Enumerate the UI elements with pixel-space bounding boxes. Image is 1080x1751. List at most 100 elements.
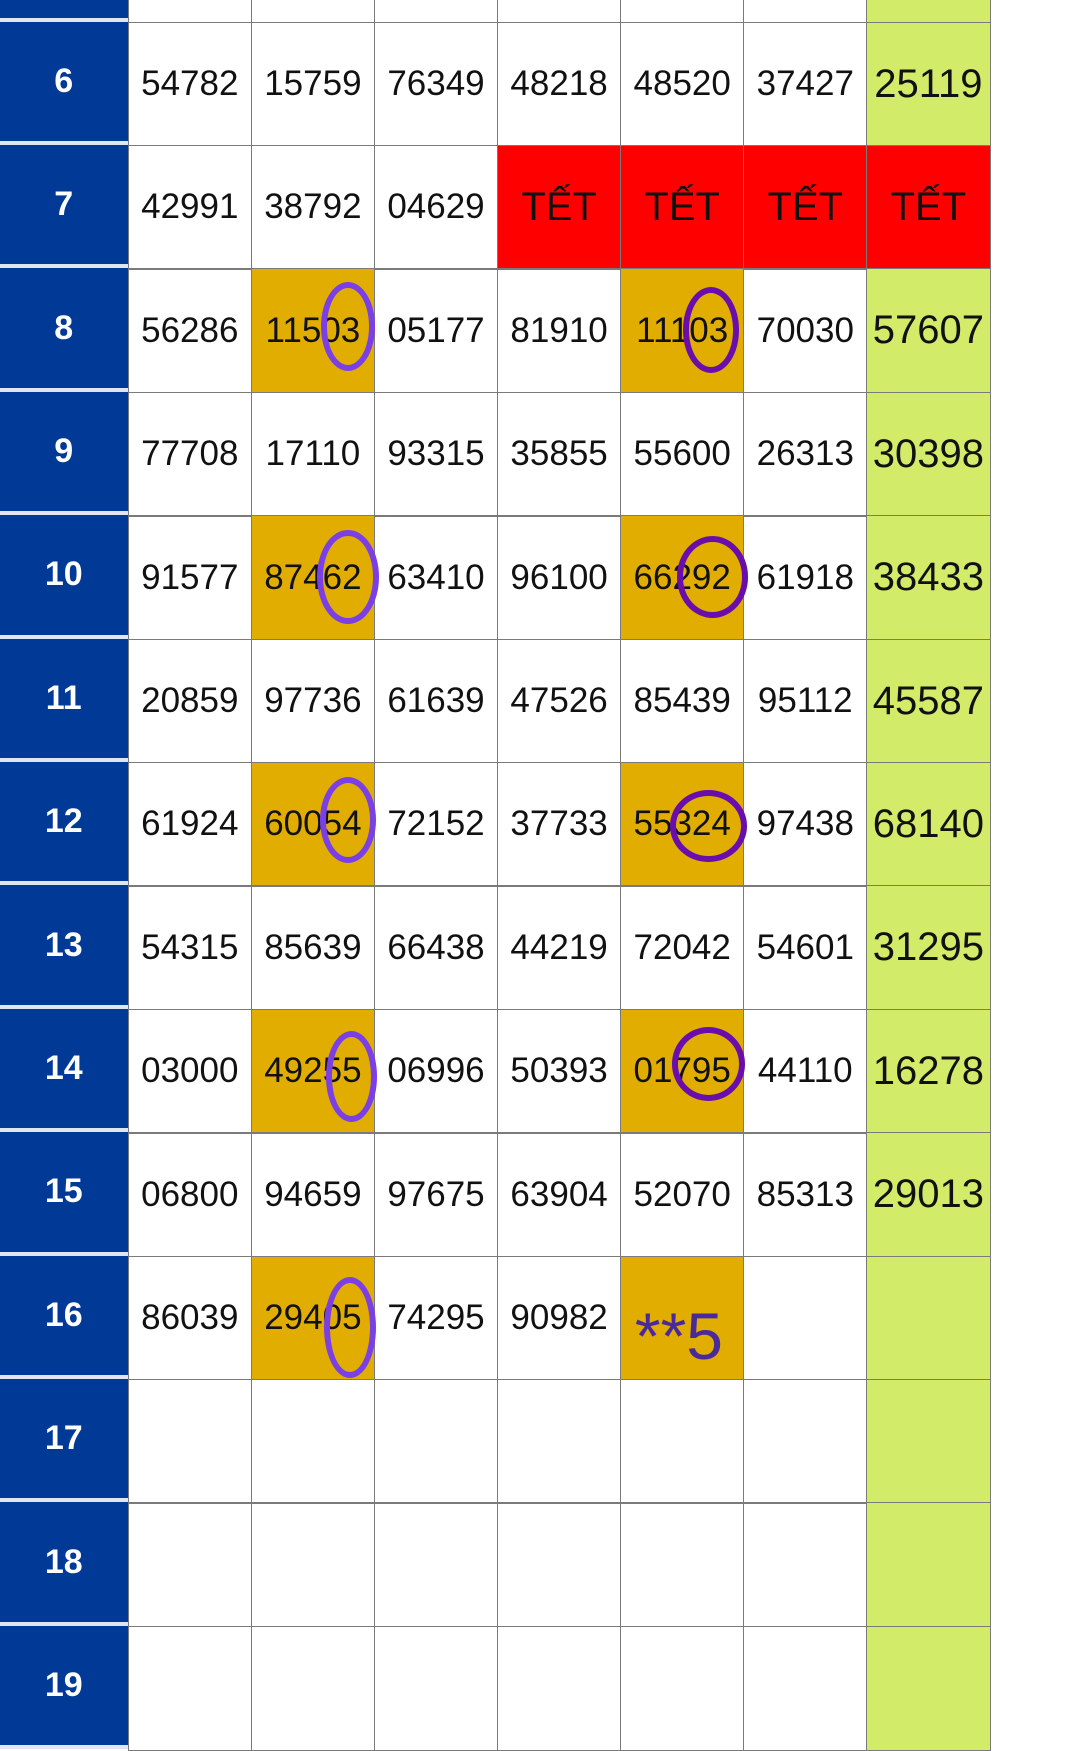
cell — [743, 1625, 868, 1751]
cell: 97438 — [743, 762, 868, 887]
cell: 37427 — [743, 21, 868, 147]
cell — [496, 0, 622, 24]
cell: 54315 — [127, 885, 253, 1011]
cell: 16278 — [866, 1008, 991, 1134]
cell — [743, 1379, 868, 1504]
cell: 97736 — [250, 638, 376, 764]
cell: **5 — [619, 1255, 745, 1381]
cell — [127, 1625, 253, 1751]
cell — [373, 1625, 499, 1751]
cell: 93315 — [373, 391, 499, 517]
cell — [619, 1379, 745, 1504]
cell: 95112 — [743, 638, 868, 764]
cell: 35855 — [496, 391, 622, 517]
cell: 91577 — [127, 515, 253, 641]
cell — [743, 1255, 868, 1381]
cell: 61918 — [743, 515, 868, 641]
cell: 96100 — [496, 515, 622, 641]
cell — [496, 1379, 622, 1504]
cell: 55600 — [619, 391, 745, 517]
cell — [127, 0, 253, 24]
cell: 76349 — [373, 21, 499, 147]
cell — [743, 0, 868, 24]
cell: 97675 — [373, 1132, 499, 1258]
annotation-circle — [676, 536, 748, 618]
cell — [619, 0, 745, 24]
cell: 66438 — [373, 885, 499, 1011]
cell — [866, 1625, 991, 1751]
row-label: 16 — [0, 1255, 128, 1379]
annotation-circle — [320, 281, 375, 371]
cell: 06800 — [127, 1132, 253, 1258]
cell: 70030 — [743, 268, 868, 394]
cell — [127, 1379, 253, 1504]
cell: 72042 — [619, 885, 745, 1011]
cell: 94659 — [250, 1132, 376, 1258]
cell — [250, 1379, 376, 1504]
row-label: 8 — [0, 268, 128, 392]
cell: 45587 — [866, 638, 991, 764]
cell: 86039 — [127, 1255, 253, 1381]
cell: 06996 — [373, 1008, 499, 1134]
row-label: 11 — [0, 638, 128, 762]
cell — [496, 1502, 622, 1628]
cell: 30398 — [866, 391, 991, 517]
page: 6 54782 15759 76349 48218 48520 37427 25119 7 429… — [0, 0, 991, 1751]
cell: TẾT — [866, 145, 991, 270]
cell: 72152 — [373, 762, 499, 887]
cell — [250, 0, 376, 24]
cell: 38433 — [866, 515, 991, 641]
row-label: 9 — [0, 391, 128, 516]
cell: 61924 — [127, 762, 253, 887]
cell — [866, 1255, 991, 1381]
cell — [373, 1379, 499, 1504]
cell: 52070 — [619, 1132, 745, 1258]
cell: 42991 — [127, 145, 253, 270]
cell: 54782 — [127, 21, 253, 147]
cell: 48218 — [496, 21, 622, 147]
cell: TẾT — [496, 145, 622, 270]
annotation-circle — [671, 1027, 746, 1102]
cell: 25119 — [866, 21, 991, 147]
cell — [373, 0, 499, 24]
cell: 77708 — [127, 391, 253, 517]
row-label: 12 — [0, 762, 128, 886]
row-label: 6 — [0, 21, 128, 145]
cell: 61639 — [373, 638, 499, 764]
cell — [866, 0, 991, 24]
cell: 50393 — [496, 1008, 622, 1134]
cell: 17110 — [250, 391, 376, 517]
cell: 56286 — [127, 268, 253, 394]
cell: 47526 — [496, 638, 622, 764]
cell: 05177 — [373, 268, 499, 394]
cell: 85639 — [250, 885, 376, 1011]
cell: 29013 — [866, 1132, 991, 1258]
lottery-table: 6 54782 15759 76349 48218 48520 37427 25119 7 429… — [0, 0, 991, 1751]
cell: 44219 — [496, 885, 622, 1011]
cell: 85439 — [619, 638, 745, 764]
annotation-circle — [670, 790, 747, 862]
cell: 63904 — [496, 1132, 622, 1258]
cell: 31295 — [866, 885, 991, 1011]
cell: 15759 — [250, 21, 376, 147]
cell — [619, 1502, 745, 1628]
cell: TẾT — [619, 145, 745, 270]
annotation-circle — [682, 286, 740, 374]
cell: 68140 — [866, 762, 991, 887]
annotation-circle — [325, 1031, 378, 1123]
cell — [496, 1625, 622, 1751]
cell — [619, 1625, 745, 1751]
row-label: 18 — [0, 1502, 128, 1626]
annotation-circle — [324, 1276, 377, 1378]
cell — [866, 1379, 991, 1504]
cell: 44110 — [743, 1008, 868, 1134]
row-label: 13 — [0, 885, 128, 1009]
cell: 48520 — [619, 21, 745, 147]
cell: 57607 — [866, 268, 991, 394]
row-label: 17 — [0, 1379, 128, 1503]
cell: 90982 — [496, 1255, 622, 1381]
cell: TẾT — [743, 145, 868, 270]
cell — [373, 1502, 499, 1628]
cell: 85313 — [743, 1132, 868, 1258]
row-label: 14 — [0, 1008, 128, 1133]
